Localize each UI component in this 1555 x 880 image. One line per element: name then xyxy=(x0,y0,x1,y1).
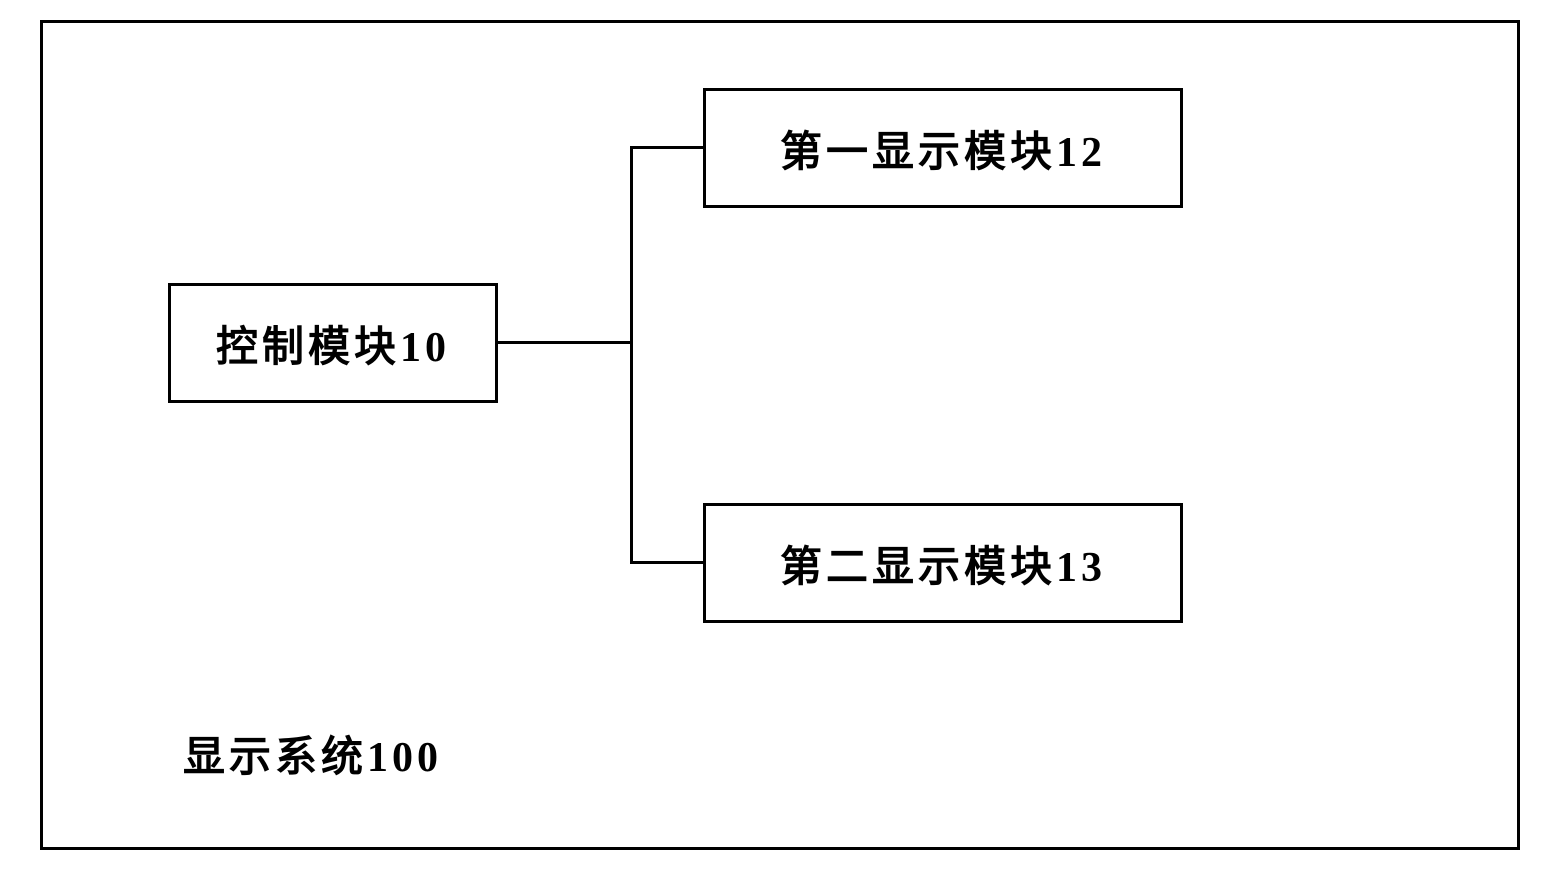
display-module-1-node: 第一显示模块12 xyxy=(703,88,1183,208)
connector-line xyxy=(630,561,705,564)
display-module-1-label: 第一显示模块12 xyxy=(780,118,1106,179)
control-module-node: 控制模块10 xyxy=(168,283,498,403)
connector-line xyxy=(630,146,633,564)
connector-line xyxy=(630,146,705,149)
display-module-2-node: 第二显示模块13 xyxy=(703,503,1183,623)
display-module-2-label: 第二显示模块13 xyxy=(780,533,1106,594)
control-module-label: 控制模块10 xyxy=(216,313,450,374)
system-label: 显示系统100 xyxy=(183,723,442,784)
diagram-container: 控制模块10 第一显示模块12 第二显示模块13 显示系统100 xyxy=(40,20,1520,850)
connector-line xyxy=(498,341,633,344)
